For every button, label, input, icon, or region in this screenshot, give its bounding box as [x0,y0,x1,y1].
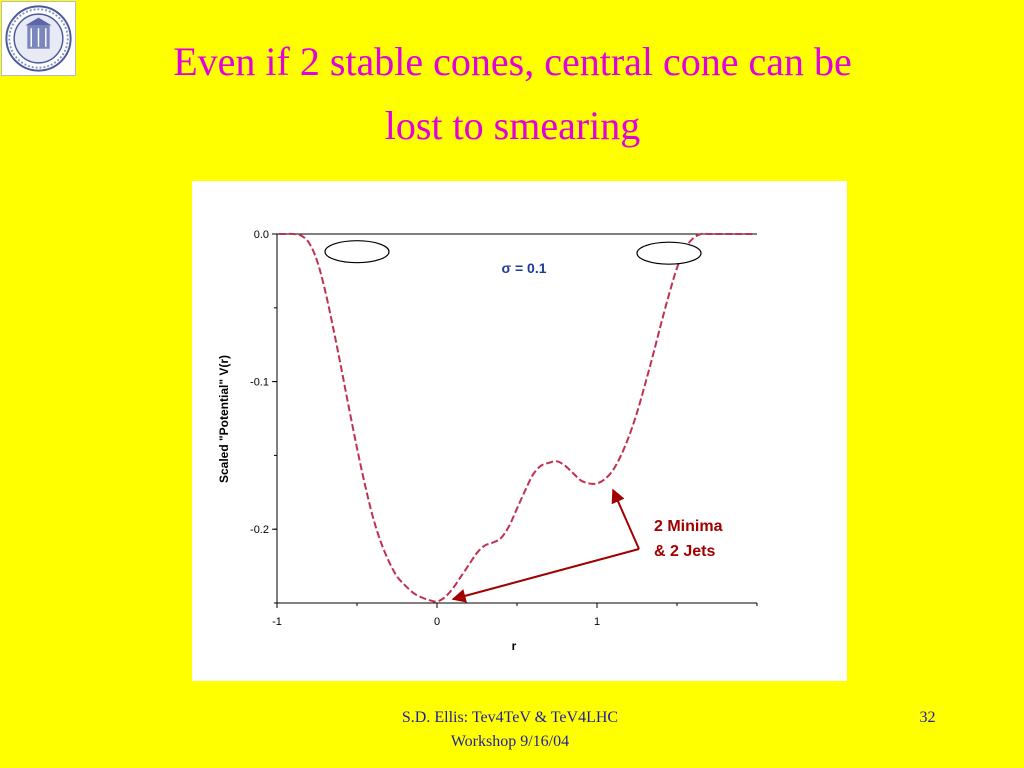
slide-title-line-1: Even if 2 stable cones, central cone can… [173,39,852,84]
y-tick-label: -0.1 [250,377,269,389]
footer-credit: S.D. Ellis: Tev4TeV & TeV4LHC Workshop 9… [350,706,670,754]
x-tick-label: 1 [594,616,600,628]
footer-line-2: Workshop 9/16/04 [450,733,570,750]
chart-panel: 0.0 -0.1 -0.2 -1 0 1 Scaled "Potential" V(r) … [192,181,847,681]
slide-title: Even if 2 stable cones, central cone can… [90,30,935,158]
x-axis-label: r [512,639,517,653]
minima-label-line-2: & 2 Jets [654,543,715,560]
potential-curve [279,232,755,603]
footer-line-1: S.D. Ellis: Tev4TeV & TeV4LHC [401,709,619,726]
y-axis-label: Scaled "Potential" V(r) [217,355,231,483]
cone-ellipse [324,240,390,264]
university-seal-icon [1,1,76,76]
y-tick-label: 0.0 [254,229,269,241]
sigma-annotation: σ = 0.1 [502,260,547,276]
x-tick-label: 0 [434,616,440,628]
page-number: 32 [919,709,936,726]
arrow [451,548,640,603]
cone-ellipse [636,241,702,265]
potential-chart: 0.0-0.1-0.2-1 0 1 Scaled "Potential" V(r) … [217,229,758,653]
slide-title-line-2: lost to smearing [384,103,641,148]
y-tick-label: -0.2 [250,524,269,536]
arrow [611,488,640,550]
x-tick-label: -1 [272,616,282,628]
minima-label-line-1: 2 Minima [654,518,723,535]
